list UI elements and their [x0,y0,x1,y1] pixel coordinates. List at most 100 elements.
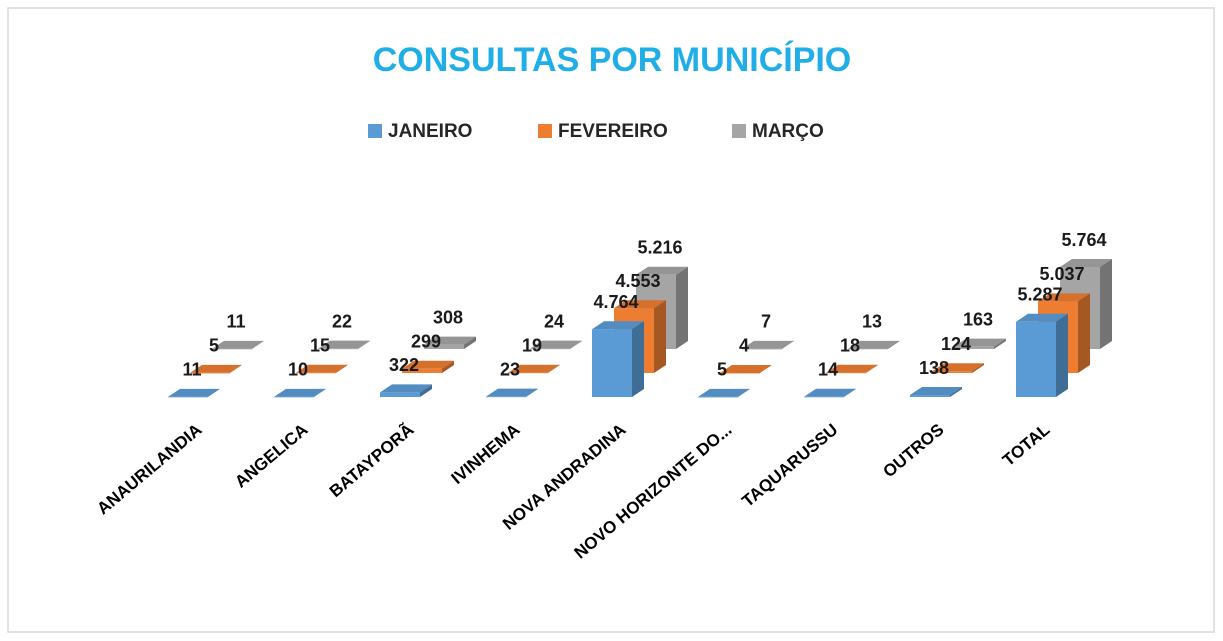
bar-front [424,344,464,349]
bar-front [954,346,994,349]
data-label: 5.287 [1017,285,1062,305]
data-label: 23 [500,359,520,379]
bar-front [698,396,738,398]
bar-top [592,321,644,330]
bar [932,363,984,373]
bar-side [336,364,348,373]
data-label: 11 [182,360,201,380]
bar-side [866,364,878,373]
bar-side [994,338,1006,349]
data-label: 7 [761,312,771,332]
bar [592,321,644,397]
bar-front [508,372,548,374]
bar [274,388,326,398]
bar-top [1060,259,1112,267]
legend-label: JANEIRO [388,121,472,142]
bar-side [738,388,750,397]
bar [954,338,1006,349]
bar-top [508,364,560,373]
data-label: 322 [389,355,419,375]
bar-side [570,340,582,349]
bar-top [530,340,582,349]
bar-top [698,388,750,397]
bar-top [486,388,538,397]
bar-front [910,395,950,397]
bar-front [720,372,760,374]
bar-front [592,329,632,397]
bar [508,364,560,374]
legend-label: MARÇO [752,121,824,142]
bar-front [742,348,782,350]
legend-label: FEVEREIRO [558,121,668,142]
bar-top [318,340,370,349]
bar-side [442,360,454,373]
chart-border [7,7,1215,633]
bar-front [212,348,252,350]
bar-side [654,300,666,373]
bar [530,340,582,350]
bar-side [358,340,370,349]
bar [848,340,900,350]
bar-top [910,387,962,396]
bar-top [804,388,856,397]
bar-side [252,340,264,349]
data-label: 15 [310,336,330,356]
bar-top [720,364,772,373]
data-label: 299 [411,331,441,351]
data-label: 5.037 [1039,264,1084,284]
bar-side [464,336,476,349]
bar [720,364,772,374]
bar-top [380,384,432,393]
bar [296,364,348,374]
bar-top [402,360,454,369]
bar-top [1038,293,1090,302]
data-label: 5 [209,336,219,356]
data-label: 4.553 [615,271,660,291]
bar-side [1100,259,1112,349]
data-label: 124 [941,334,971,354]
bar-side [782,340,794,349]
bar [402,360,454,373]
bar-front [486,396,526,398]
bar-side [230,364,242,373]
bar [380,384,432,397]
bar-front [274,396,314,398]
bar-top [424,336,476,345]
bar-side [1078,293,1090,373]
bar [190,364,242,374]
bar [826,364,878,374]
bar [910,387,962,397]
bar-side [1056,313,1068,397]
data-label: 19 [522,335,542,355]
bar-side [208,388,220,397]
data-label: 163 [963,309,993,329]
bar [168,388,220,398]
bar-top [954,338,1006,347]
bar-top [742,340,794,349]
bar-side [632,321,644,397]
chart-title: CONSULTAS POR MUNICÍPIO [373,41,852,79]
data-label: 10 [288,360,308,380]
bar [424,336,476,349]
bar [318,340,370,350]
bar-top [274,388,326,397]
bar-front [932,371,972,373]
data-label: 308 [433,307,463,327]
data-label: 4 [739,336,749,356]
data-label: 5 [717,360,727,380]
bar-top [826,364,878,373]
bar-front [826,372,866,374]
bar-front [848,348,888,350]
bar-side [888,340,900,349]
bar-front [804,396,844,398]
bar-side [676,266,688,349]
bar-top [1016,313,1068,322]
data-label: 24 [544,311,564,331]
bar-front [190,372,230,374]
data-label: 13 [862,312,882,332]
bar [212,340,264,350]
bar [1016,313,1068,397]
bar-side [420,384,432,397]
data-label: 5.764 [1061,230,1106,250]
